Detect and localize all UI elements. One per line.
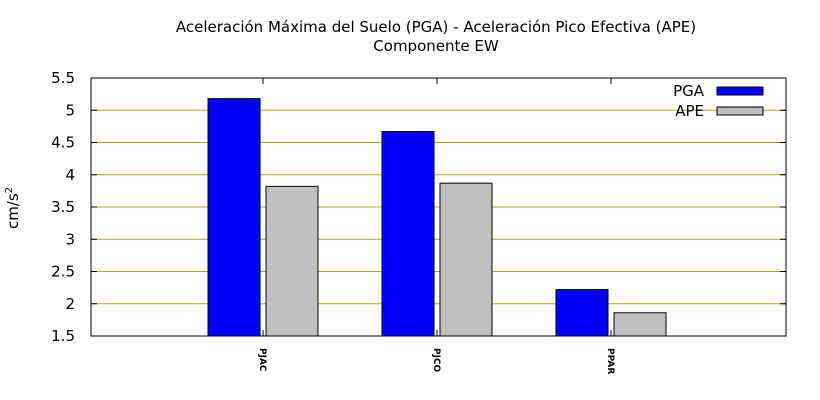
x-tick-label-pjac: PJAC	[257, 348, 267, 372]
y-tick-label: 3.5	[51, 198, 75, 216]
x-axis-labels: PJAC PJCO PPAR	[257, 78, 615, 374]
bar-ape-pjac	[265, 185, 319, 337]
legend-swatch-pga	[716, 86, 764, 96]
x-tick-label-pjco: PJCO	[431, 348, 441, 373]
bar-pga-ppar	[555, 289, 609, 337]
y-axis-label-superscript: 2	[4, 187, 15, 193]
y-tick-label: 4.5	[51, 134, 75, 152]
y-tick-label: 5	[65, 101, 75, 119]
bar-ape-pjco	[439, 182, 493, 337]
y-tick-label: 1.5	[51, 327, 75, 345]
y-tick-label: 2	[65, 295, 75, 313]
legend: PGA APE	[673, 82, 764, 120]
chart-subtitle: Componente EW	[373, 37, 499, 55]
y-axis-ticks: 1.5 2 2.5 3 3.5 4 4.5 5 5.5	[51, 69, 786, 345]
legend-label-ape: APE	[675, 102, 704, 120]
bar-ape-ppar	[613, 312, 667, 337]
y-tick-label: 2.5	[51, 263, 75, 281]
bars	[207, 98, 667, 337]
legend-swatch-ape	[716, 106, 764, 116]
chart-title: Aceleración Máxima del Suelo (PGA) - Ace…	[176, 18, 696, 36]
legend-label-pga: PGA	[673, 82, 705, 100]
plot-frame	[90, 77, 787, 337]
y-axis-label: cm/s2	[4, 187, 22, 229]
x-tick-label-ppar: PPAR	[605, 348, 615, 374]
bar-pga-pjco	[381, 131, 435, 337]
y-tick-label: 3	[65, 230, 75, 248]
bar-pga-pjac	[207, 98, 261, 337]
y-tick-label: 4	[65, 166, 75, 184]
y-tick-label: 5.5	[51, 69, 75, 87]
grid-lines	[91, 109, 786, 305]
